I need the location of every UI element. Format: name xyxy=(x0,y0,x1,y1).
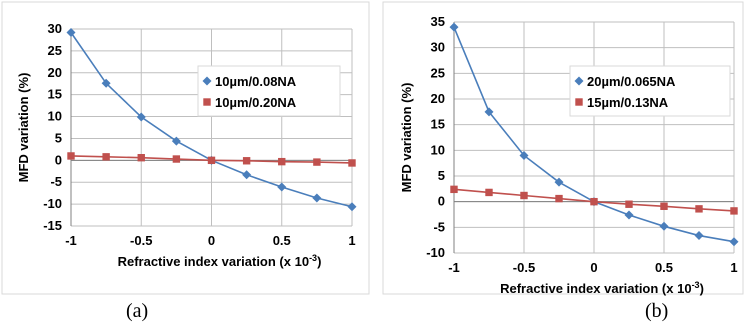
panel-label-b: (b) xyxy=(645,300,669,322)
y-axis-title: MFD variation (%) xyxy=(16,73,31,183)
legend-marker-square xyxy=(575,98,583,106)
x-tick-label: -1 xyxy=(65,233,77,248)
y-tick-label: 0 xyxy=(55,152,62,167)
data-point-diamond xyxy=(449,22,459,32)
y-tick-label: 10 xyxy=(431,142,445,157)
x-tick-label: -0.5 xyxy=(130,233,152,248)
x-tick-label: 1 xyxy=(730,260,737,275)
y-tick-label: 15 xyxy=(48,87,62,102)
y-tick-label: 15 xyxy=(431,117,445,132)
data-point-square xyxy=(137,154,145,162)
y-tick-label: 35 xyxy=(431,14,445,29)
data-point-diamond xyxy=(554,177,564,187)
data-point-diamond xyxy=(242,170,252,180)
y-tick-label: -10 xyxy=(43,196,62,211)
legend-label: 10µm/0.08NA xyxy=(215,74,297,89)
data-point-square xyxy=(67,152,75,160)
data-point-diamond xyxy=(347,202,357,212)
data-point-square xyxy=(313,158,321,166)
data-point-diamond xyxy=(66,28,76,38)
data-point-diamond xyxy=(277,182,287,192)
data-point-square xyxy=(485,188,493,197)
data-point-square xyxy=(555,194,563,203)
legend-marker-diamond xyxy=(202,76,212,86)
y-tick-label: 20 xyxy=(48,65,62,80)
data-point-square xyxy=(695,205,703,213)
x-tick-label: 0 xyxy=(590,260,597,275)
x-tick-label: 1 xyxy=(348,233,355,248)
data-point-diamond xyxy=(519,150,529,160)
data-point-square xyxy=(730,207,738,215)
x-tick-label: 0.5 xyxy=(655,260,673,275)
y-tick-label: -15 xyxy=(43,218,62,233)
x-axis-title: Refractive index variation (x 10-3) xyxy=(500,280,704,296)
x-tick-label: -1 xyxy=(448,260,460,275)
legend-marker-square xyxy=(203,98,211,106)
data-point-diamond xyxy=(136,112,146,122)
data-point-square xyxy=(348,159,356,167)
y-tick-label: -10 xyxy=(426,245,445,260)
data-point-diamond xyxy=(729,237,739,247)
y-tick-label: 0 xyxy=(438,194,445,209)
data-point-square xyxy=(450,185,458,194)
data-point-square xyxy=(660,202,668,210)
chart-b-svg: -10 -5 0 5 10 15 20 25 30 35 -1 -0.5 0 0.5 1 Refractive… xyxy=(382,1,744,296)
data-point-diamond xyxy=(484,107,494,117)
legend-box xyxy=(569,65,731,117)
legend-box xyxy=(197,65,341,117)
legend-marker-diamond xyxy=(574,76,584,86)
y-tick-label: 25 xyxy=(431,65,445,80)
data-point-square xyxy=(102,153,110,161)
data-point-diamond xyxy=(659,221,669,231)
panel-label-a: (a) xyxy=(126,300,149,322)
data-point-square xyxy=(242,157,251,165)
x-tick-label: 0.5 xyxy=(273,233,291,248)
x-tick-label: 0 xyxy=(208,233,215,248)
data-point-diamond xyxy=(101,78,111,88)
data-point-square xyxy=(278,157,286,166)
y-tick-label: 25 xyxy=(48,43,62,58)
y-tick-label: 30 xyxy=(431,40,445,55)
chart-a-frame xyxy=(1,1,370,295)
data-point-diamond xyxy=(312,193,322,203)
data-point-square xyxy=(590,197,598,206)
y-tick-label: 20 xyxy=(431,91,445,106)
legend-label: 10µm/0.20NA xyxy=(215,95,297,110)
data-point-square xyxy=(520,191,528,200)
y-tick-label: -5 xyxy=(50,174,62,189)
data-point-square xyxy=(625,200,633,208)
chart-panel-a: -15 -10 -5 0 5 10 15 20 25 30 -1 -0.5 0 0.5 1 Refractiv… xyxy=(0,0,372,326)
data-point-diamond xyxy=(694,231,704,241)
data-point-diamond xyxy=(171,136,181,146)
x-axis-title: Refractive index variation (x 10-3) xyxy=(118,253,322,269)
x-tick-label: -0.5 xyxy=(513,260,535,275)
y-tick-label: 10 xyxy=(48,109,62,124)
legend-label: 20µm/0.065NA xyxy=(587,74,676,89)
data-point-square xyxy=(207,156,216,165)
data-point-square xyxy=(172,155,181,163)
y-axis-title: MFD variation (%) xyxy=(399,83,414,193)
y-tick-label: 5 xyxy=(438,168,445,183)
y-tick-label: 30 xyxy=(48,21,62,36)
y-tick-label: 5 xyxy=(55,130,62,145)
y-tick-label: -5 xyxy=(433,219,445,234)
chart-a-svg: -15 -10 -5 0 5 10 15 20 25 30 -1 -0.5 0 0.5 1 Refractiv… xyxy=(1,1,370,295)
data-point-diamond xyxy=(624,210,634,220)
chart-b-frame xyxy=(382,1,744,295)
legend-label: 15µm/0.13NA xyxy=(587,95,669,110)
chart-panel-b: -10 -5 0 5 10 15 20 25 30 35 -1 -0.5 0 0.5 1 Refractive… xyxy=(373,0,745,326)
